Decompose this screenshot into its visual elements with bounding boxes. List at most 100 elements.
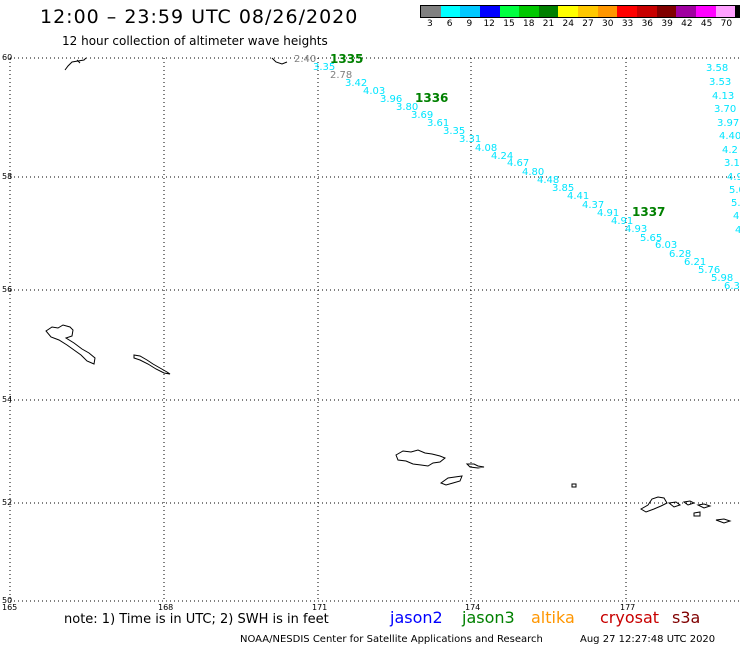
wave-height-value: 3.80: [396, 102, 418, 113]
island-coastline: [45, 324, 96, 365]
wave-height-value: 4.67: [507, 158, 529, 169]
latitude-label: 60: [2, 53, 12, 62]
island-coastline: [571, 483, 577, 488]
island-coastline: [693, 511, 701, 517]
map-subtitle: 12 hour collection of altimeter wave hei…: [62, 34, 328, 48]
scale-label: 15: [503, 19, 515, 29]
scale-swatch: [735, 6, 740, 17]
scale-label: 21: [542, 19, 555, 29]
scale-label: 18: [522, 19, 535, 29]
scale-swatch: [637, 6, 657, 17]
pass-number-label: 1337: [632, 205, 665, 219]
credit-text: NOAA/NESDIS Center for Satellite Applica…: [240, 634, 543, 645]
latitude-label: 50: [2, 596, 12, 605]
scale-label: 24: [562, 19, 574, 29]
scale-label: 3: [427, 19, 433, 29]
units-note: note: 1) Time is in UTC; 2) SWH is in fe…: [64, 612, 329, 627]
wave-height-value: 6.03: [655, 240, 677, 251]
wave-height-value: 3.58: [706, 63, 728, 74]
scale-label: 45: [700, 19, 713, 29]
scale-swatch: [421, 6, 441, 17]
altimeter-tracks: 1335133613372.402.783.353.424.033.963.80…: [294, 52, 740, 292]
scale-swatch: [460, 6, 480, 17]
island-coastline: [465, 463, 485, 469]
wave-height-value: 3.1: [724, 158, 740, 169]
scale-label: 6: [446, 19, 453, 29]
scale-swatch: [519, 6, 539, 17]
wave-height-value: 4.91: [597, 208, 619, 219]
wave-height-value: 4.80: [522, 167, 544, 178]
longitude-label: 171: [312, 603, 327, 612]
wave-height-value: 3.35: [443, 126, 465, 137]
wave-height-value: 3.85: [552, 183, 574, 194]
island-coastline: [682, 500, 696, 506]
scale-swatch: [479, 6, 500, 17]
wave-height-value: 3.69: [411, 110, 433, 121]
island-coastline: [667, 501, 682, 508]
satellite-legend-s3a: s3a: [672, 608, 701, 627]
satellite-legend-jason2: jason2: [390, 608, 443, 627]
scale-swatch: [558, 6, 579, 17]
wave-height-value: 4.40: [719, 131, 740, 142]
satellite-legend-altika: altika: [531, 608, 575, 627]
wave-height-value: 3.61: [427, 118, 449, 129]
wave-height-value: 3.31: [459, 134, 481, 145]
color-scale-bar: [420, 5, 740, 18]
wave-height-value: 4.48: [537, 175, 559, 186]
wave-height-value: 4.91: [611, 216, 633, 227]
scale-swatch: [617, 6, 638, 17]
scale-label: 70: [720, 19, 733, 29]
wave-height-value: 4.03: [363, 86, 385, 97]
scale-swatch: [715, 6, 736, 17]
wave-height-value: 3.35: [313, 62, 335, 73]
longitude-label: 165: [2, 603, 17, 612]
wave-height-value: 4.: [733, 211, 740, 222]
wave-height-value: 5.: [731, 198, 740, 209]
scale-label: 9: [466, 19, 473, 29]
wave-height-value: 4.08: [475, 143, 497, 154]
island-coastline: [271, 57, 288, 65]
island-coastline: [696, 503, 712, 509]
latitude-label: 56: [2, 285, 12, 294]
latitude-label: 52: [2, 498, 12, 507]
scale-swatch: [499, 6, 520, 17]
scale-swatch: [676, 6, 696, 17]
scale-label: 12: [483, 19, 495, 29]
wave-height-value: 4.9: [727, 172, 740, 183]
wave-height-value: 3.96: [380, 94, 402, 105]
island-coastline: [439, 475, 463, 486]
wave-height-value: 4: [735, 225, 740, 236]
wave-height-value: 3.53: [709, 77, 731, 88]
scale-label: 27: [582, 19, 594, 29]
coastlines: [45, 57, 732, 524]
scale-swatch: [538, 6, 559, 17]
wave-height-value: 3.42: [345, 78, 367, 89]
wave-height-value: 6.28: [669, 249, 691, 260]
wave-height-value: 4.2: [722, 145, 738, 156]
map-grid: [9, 57, 740, 602]
scale-label: 36: [641, 19, 654, 29]
wave-height-value: 5.0: [729, 185, 740, 196]
scale-label: 33: [621, 19, 634, 29]
map-title: 12:00 – 23:59 UTC 08/26/2020: [40, 6, 359, 28]
scale-label: 30: [602, 19, 614, 29]
wave-height-value: 2.40: [294, 54, 316, 65]
scale-swatch: [578, 6, 598, 17]
wave-height-value: 4.93: [625, 224, 647, 235]
wave-height-value: 5.76: [698, 265, 720, 276]
wave-height-value: 4.13: [712, 91, 734, 102]
satellite-legend-cryosat: cryosat: [600, 608, 660, 627]
wave-height-value: 3.70: [714, 104, 736, 115]
longitude-label: 168: [158, 603, 173, 612]
pass-number-label: 1336: [415, 91, 448, 105]
island-coastline: [133, 354, 171, 375]
wave-height-value: 2.78: [330, 70, 352, 81]
island-coastline: [64, 57, 87, 71]
scale-swatch: [656, 6, 677, 17]
wave-height-value: 4.24: [491, 151, 513, 162]
island-coastline: [395, 449, 446, 467]
pass-number-label: 1335: [330, 52, 363, 66]
